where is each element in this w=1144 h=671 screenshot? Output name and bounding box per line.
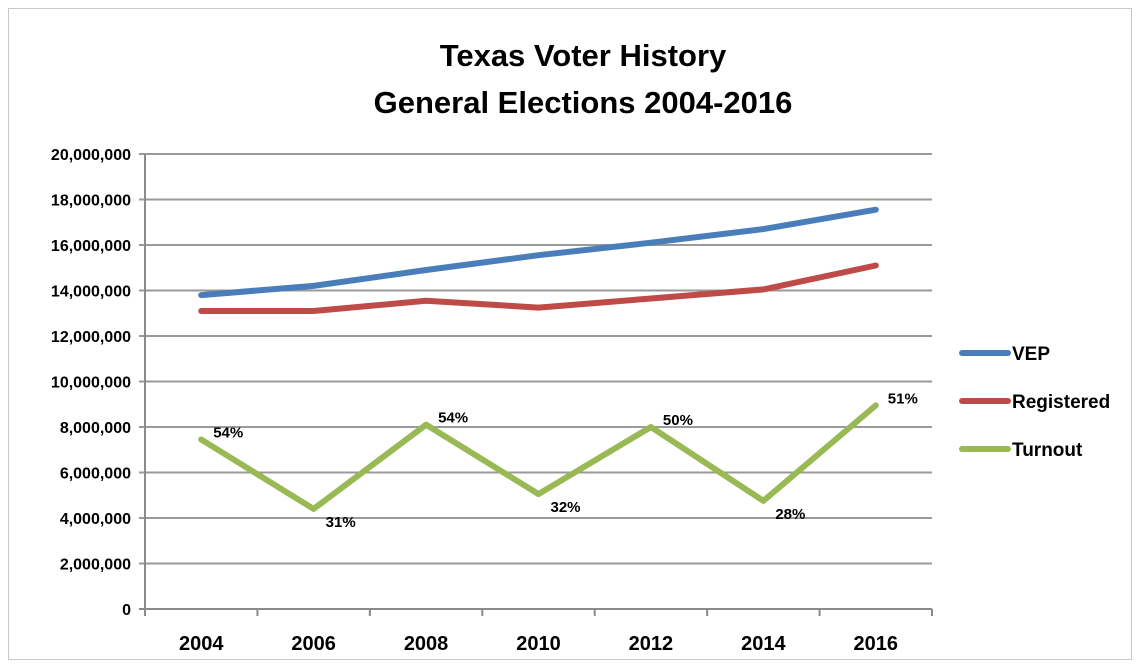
data-label: 28%	[775, 506, 805, 523]
chart-title-line-2: General Elections 2004-2016	[374, 85, 793, 120]
data-label: 50%	[663, 412, 693, 429]
legend-item-turnout: Turnout	[959, 440, 1083, 461]
y-tick-label: 10,000,000	[51, 375, 131, 392]
x-tick-label: 2016	[854, 633, 899, 655]
x-tick-label: 2012	[629, 633, 674, 655]
x-tick-label: 2014	[741, 633, 786, 655]
x-tick-label: 2004	[179, 633, 224, 655]
y-tick-label: 4,000,000	[60, 511, 131, 528]
y-tick-label: 12,000,000	[51, 329, 131, 346]
series-lines	[198, 206, 879, 512]
data-label: 51%	[888, 390, 918, 407]
data-label: 31%	[326, 514, 356, 531]
data-label: 54%	[213, 425, 243, 442]
data-label: 32%	[551, 499, 581, 516]
series-line-turnout	[198, 402, 879, 512]
y-tick-label: 8,000,000	[60, 420, 131, 437]
y-axis-tick-labels: 0 2,000,000 4,000,000 6,000,000 8,000,000 10,…	[51, 147, 131, 619]
gridlines	[139, 153, 932, 610]
data-label: 54%	[438, 410, 468, 427]
y-tick-label: 14,000,000	[51, 284, 131, 301]
series-line-vep	[198, 206, 879, 299]
x-tick-label: 2010	[516, 633, 561, 655]
x-axis-tick-labels: 2004 2006 2008 2010 2012 2014 2016	[179, 633, 898, 655]
chart-title: Texas Voter History General Elections 20…	[374, 38, 793, 120]
chart-title-line-1: Texas Voter History	[440, 38, 727, 73]
y-tick-label: 16,000,000	[51, 238, 131, 255]
series-line-registered	[198, 262, 879, 314]
y-tick-label: 0	[122, 602, 131, 619]
legend-item-registered: Registered	[959, 392, 1110, 413]
y-tick-label: 18,000,000	[51, 193, 131, 210]
y-tick-label: 2,000,000	[60, 557, 131, 574]
x-axis-tick-marks	[144, 609, 933, 616]
legend-item-vep: VEP	[959, 344, 1050, 365]
legend-label: Registered	[1012, 392, 1110, 413]
legend: VEP Registered Turnout	[959, 344, 1110, 461]
legend-label: VEP	[1012, 344, 1050, 365]
y-tick-label: 6,000,000	[60, 466, 131, 483]
chart-frame	[8, 8, 1132, 660]
legend-label: Turnout	[1012, 440, 1083, 461]
y-tick-label: 20,000,000	[51, 147, 131, 164]
x-tick-label: 2006	[291, 633, 336, 655]
data-labels: 54% 31% 54% 32% 50% 28% 51%	[213, 390, 918, 531]
x-tick-label: 2008	[404, 633, 449, 655]
